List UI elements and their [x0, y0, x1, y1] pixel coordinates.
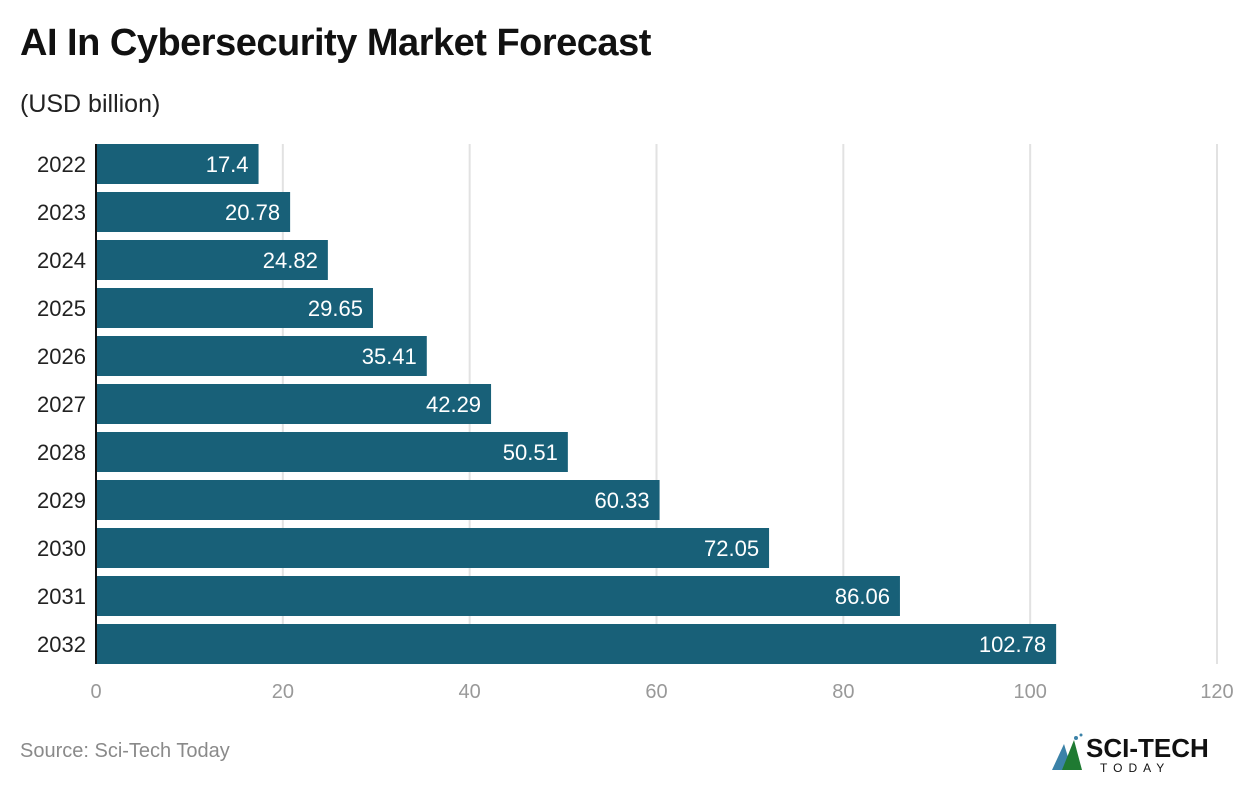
svg-text:SCI-TECH: SCI-TECH	[1086, 733, 1209, 763]
x-tick-label: 20	[272, 681, 294, 703]
bar	[96, 144, 259, 184]
bar	[96, 192, 291, 232]
data-label: 102.78	[979, 632, 1046, 657]
x-tick-label: 40	[459, 681, 481, 703]
x-tick-label: 0	[90, 681, 101, 703]
y-tick-label: 2028	[37, 440, 86, 465]
data-label: 17.4	[206, 152, 249, 177]
data-label: 35.41	[362, 344, 417, 369]
chart-subtitle: (USD billion)	[20, 90, 161, 118]
y-tick-label: 2022	[37, 152, 86, 177]
x-tick-label: 120	[1200, 681, 1233, 703]
bar	[96, 480, 660, 520]
y-tick-label: 2030	[37, 536, 86, 561]
source-note: Source: Sci-Tech Today	[20, 740, 230, 762]
data-label: 86.06	[835, 584, 890, 609]
data-label: 60.33	[595, 488, 650, 513]
bar	[96, 432, 568, 472]
data-label: 20.78	[225, 200, 280, 225]
y-tick-label: 2032	[37, 632, 86, 657]
x-tick-label: 80	[832, 681, 854, 703]
y-tick-label: 2029	[37, 488, 86, 513]
bar	[96, 624, 1057, 664]
bar	[96, 288, 373, 328]
svg-text:TODAY: TODAY	[1100, 761, 1170, 775]
x-tick-label: 60	[645, 681, 667, 703]
bar-chart: 0 20 40 60 80 100 120 17.4 2022 20.78 2023 24.82 202…	[37, 144, 1234, 703]
y-tick-label: 2027	[37, 392, 86, 417]
bar	[96, 528, 770, 568]
data-label: 42.29	[426, 392, 481, 417]
y-tick-label: 2026	[37, 344, 86, 369]
data-label: 24.82	[263, 248, 318, 273]
data-label: 29.65	[308, 296, 363, 321]
sci-tech-today-logo: SCI-TECH TODAY	[1052, 733, 1209, 775]
chart-title: AI In Cybersecurity Market Forecast	[20, 22, 651, 64]
y-tick-label: 2023	[37, 200, 86, 225]
data-label: 72.05	[704, 536, 759, 561]
y-tick-label: 2025	[37, 296, 86, 321]
data-label: 50.51	[503, 440, 558, 465]
y-tick-label: 2031	[37, 584, 86, 609]
bar	[96, 240, 328, 280]
x-tick-label: 100	[1013, 681, 1046, 703]
y-tick-label: 2024	[37, 248, 86, 273]
bar	[96, 336, 427, 376]
bar	[96, 576, 900, 616]
bar	[96, 384, 492, 424]
